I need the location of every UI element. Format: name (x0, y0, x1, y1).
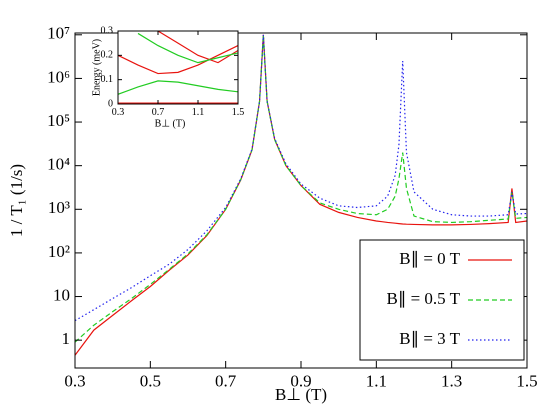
y-tick-label: 0.1 (101, 74, 114, 85)
inset-plot: 0.3 0.7 1.1 1.5 0 0.1 0.2 0.3 B⊥ (T) Energy (meV) (91, 25, 244, 129)
x-tick-label: 1.1 (366, 371, 387, 390)
x-tick-label: 0.7 (152, 107, 165, 118)
series-line (137, 32, 238, 64)
x-tick-label: 1.5 (232, 107, 245, 118)
y-tick-label: 10³ (48, 198, 70, 217)
series-line (157, 31, 238, 64)
y-tick-label: 10⁵ (47, 111, 70, 130)
y-tick-label: 0.3 (101, 25, 114, 36)
y-tick-label: 0.2 (101, 50, 114, 61)
y-tick-label: 10⁴ (47, 155, 70, 174)
y-tick-label: 10⁶ (47, 67, 70, 86)
x-tick-label: 0.7 (215, 371, 237, 390)
y-tick-label: 10⁷ (47, 24, 70, 43)
x-tick-label: 1.5 (516, 371, 537, 390)
legend: B∥ = 0 T B∥ = 0.5 T B∥ = 3 T (359, 239, 525, 361)
y-tick-label: 0 (108, 98, 113, 109)
x-tick-label: 0.9 (290, 371, 311, 390)
main-plot: 0.3 0.5 0.7 0.9 1.1 1.3 1.5 1 10 10² 10³ 10⁴ 10⁵ 10⁶ 1… (7, 24, 538, 404)
x-tick-label: 0.5 (140, 371, 161, 390)
y-tick-label: 10² (48, 242, 70, 261)
legend-label: B∥ = 0 T (399, 249, 460, 268)
series-line (75, 34, 527, 356)
y-tick-label: 1 (62, 329, 71, 348)
y-axis-label: 1 / T₁ (1/s) (7, 164, 26, 237)
inset-background (118, 31, 238, 104)
x-axis-label: B⊥ (T) (275, 385, 327, 404)
y-tick-label: 10 (53, 285, 70, 304)
legend-label: B∥ = 0.5 T (386, 289, 460, 308)
x-tick-label: 1.1 (192, 107, 205, 118)
plot-frame (117, 30, 239, 105)
x-tick-label: 0.3 (64, 371, 85, 390)
x-tick-label: 1.3 (441, 371, 462, 390)
series-line (118, 80, 238, 95)
x-tick-label: 0.3 (112, 107, 125, 118)
legend-label: B∥ = 3 T (399, 329, 460, 348)
y-axis-label: Energy (meV) (91, 39, 102, 96)
series-line (118, 45, 238, 75)
x-axis-label: B⊥ (T) (155, 118, 186, 129)
